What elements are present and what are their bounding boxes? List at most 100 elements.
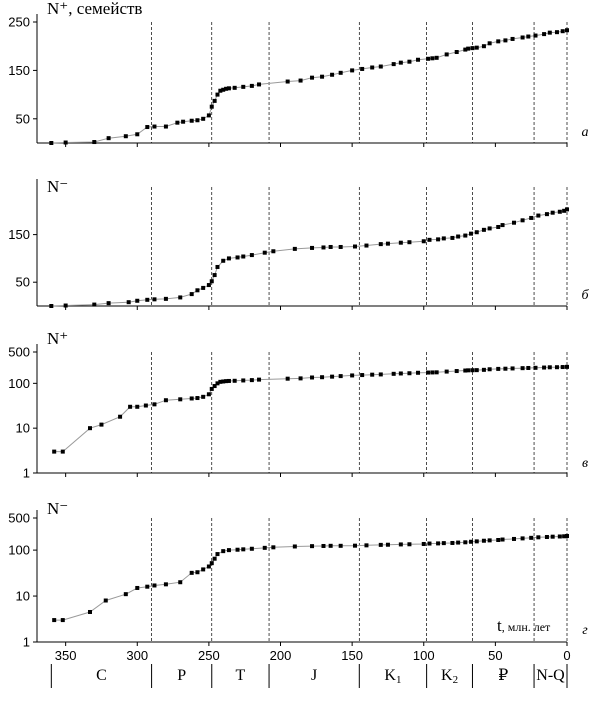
data-point: [328, 244, 333, 249]
data-point: [350, 68, 355, 73]
data-point: [298, 78, 303, 83]
data-point: [181, 119, 186, 124]
data-point: [215, 264, 220, 269]
data-point: [512, 536, 516, 541]
data-point: [224, 86, 229, 91]
data-point: [63, 140, 68, 145]
data-point: [212, 556, 217, 561]
data-point: [60, 618, 65, 623]
data-point: [212, 384, 217, 389]
data-point: [463, 233, 468, 238]
data-point: [209, 386, 214, 391]
data-point: [416, 370, 421, 375]
x-tick-label: 0: [563, 648, 570, 663]
data-point: [456, 540, 461, 545]
data-point: [487, 538, 492, 543]
data-point: [364, 543, 369, 548]
data-point: [481, 538, 486, 543]
data-point: [285, 79, 290, 84]
period-name: ₽: [498, 667, 508, 684]
data-point: [145, 125, 150, 130]
data-point: [562, 534, 567, 539]
data-point: [391, 371, 396, 376]
data-point: [421, 541, 426, 546]
data-point: [226, 378, 231, 383]
y-axis-label: N⁺, семейств: [47, 0, 142, 18]
data-point: [565, 207, 569, 212]
data-point: [163, 398, 168, 403]
data-point: [474, 368, 479, 373]
data-point: [370, 372, 375, 377]
data-point: [338, 374, 343, 379]
data-point: [215, 92, 220, 97]
data-point: [285, 376, 290, 381]
data-point: [201, 285, 206, 290]
data-point: [441, 236, 446, 241]
data-point: [92, 302, 97, 307]
period-label: P: [177, 667, 186, 684]
data-point: [463, 368, 468, 373]
data-point: [175, 120, 180, 125]
data-point: [60, 449, 65, 454]
chart-panel-3: 500 100 10 1 N⁺ в: [8, 329, 588, 481]
data-point: [163, 124, 168, 129]
data-point: [456, 234, 461, 239]
data-point: [526, 34, 531, 39]
data-point: [378, 242, 383, 247]
data-point: [126, 300, 131, 305]
data-point: [481, 44, 486, 49]
data-point: [123, 592, 128, 597]
data-point: [370, 65, 375, 70]
data-point: [434, 370, 439, 375]
data-point: [526, 365, 531, 370]
panel-label: б: [581, 288, 589, 303]
data-point: [178, 397, 183, 402]
data-point: [544, 534, 549, 539]
data-point: [99, 422, 104, 427]
data-point: [378, 372, 383, 377]
data-point: [378, 64, 383, 69]
data-point: [241, 547, 246, 552]
data-point: [487, 41, 492, 46]
data-point: [320, 74, 325, 79]
y-tick-label: 150: [8, 227, 30, 242]
series-line: [54, 366, 568, 453]
series-line: [54, 535, 568, 621]
data-point: [135, 404, 140, 409]
data-point: [463, 540, 468, 545]
data-point: [565, 364, 569, 369]
data-point: [249, 546, 254, 551]
data-point: [434, 55, 439, 60]
data-point: [163, 582, 168, 587]
data-point: [338, 244, 343, 249]
data-point: [262, 545, 267, 550]
data-point: [206, 392, 211, 397]
data-point: [427, 541, 432, 546]
data-point: [533, 365, 538, 370]
data-point: [330, 374, 335, 379]
data-point: [542, 32, 547, 37]
data-point: [226, 256, 231, 261]
data-point: [500, 223, 505, 228]
data-point: [557, 209, 562, 214]
data-point: [232, 85, 237, 90]
data-point: [249, 253, 254, 258]
data-point: [215, 552, 220, 557]
period-name: P: [177, 667, 186, 684]
data-point: [135, 298, 140, 303]
period-label: J: [311, 667, 317, 684]
data-point: [533, 33, 538, 38]
data-point: [189, 292, 194, 297]
data-point: [474, 230, 479, 235]
data-point: [88, 609, 92, 614]
data-point: [487, 367, 492, 372]
data-point: [292, 544, 297, 549]
data-point: [189, 396, 194, 401]
data-point: [353, 543, 357, 548]
data-point: [544, 212, 549, 217]
data-point: [143, 403, 148, 408]
data-point: [106, 301, 111, 306]
data-point: [547, 30, 552, 35]
data-point: [496, 366, 501, 371]
